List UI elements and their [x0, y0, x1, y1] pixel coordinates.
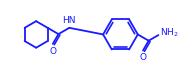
Text: O: O	[50, 47, 57, 56]
Text: O: O	[140, 53, 147, 62]
Text: HN: HN	[62, 16, 76, 25]
Text: NH$_2$: NH$_2$	[160, 26, 179, 39]
